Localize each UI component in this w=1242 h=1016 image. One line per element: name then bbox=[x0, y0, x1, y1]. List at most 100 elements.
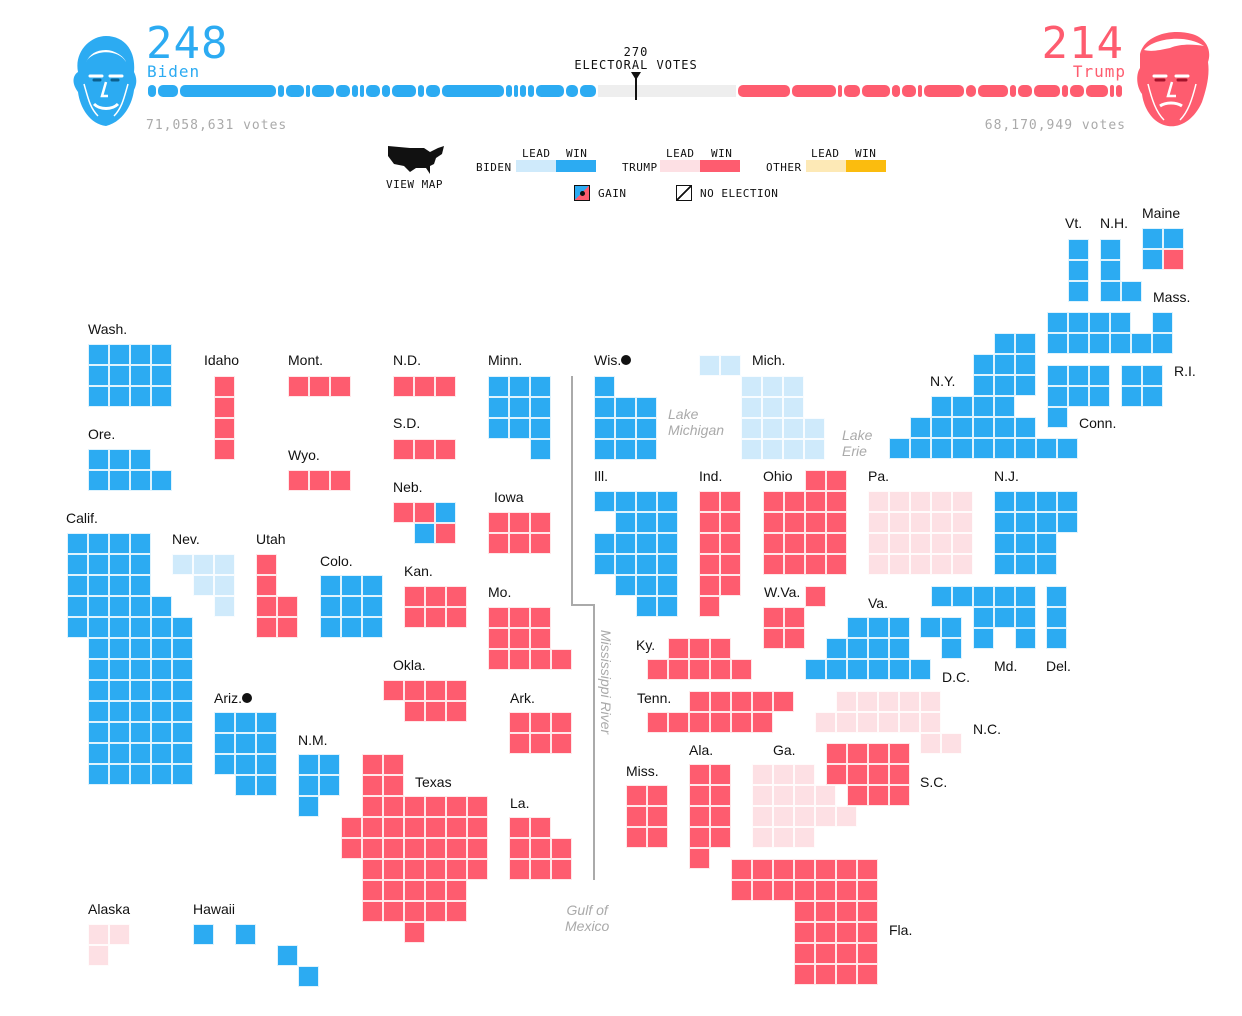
state-cell-fl[interactable] bbox=[731, 859, 752, 880]
state-cell-fl[interactable] bbox=[815, 859, 836, 880]
state-cell-mo[interactable] bbox=[509, 607, 530, 628]
state-cell-la[interactable] bbox=[530, 838, 551, 859]
state-cell-wi[interactable] bbox=[615, 397, 636, 418]
state-cell-la[interactable] bbox=[551, 859, 572, 880]
state-cell-ca[interactable] bbox=[109, 575, 130, 596]
state-cell-in[interactable] bbox=[699, 554, 720, 575]
state-cell-sd[interactable] bbox=[393, 439, 414, 460]
state-cell-sc[interactable] bbox=[889, 764, 910, 785]
state-cell-tx[interactable] bbox=[383, 775, 404, 796]
state-cell-fl[interactable] bbox=[752, 859, 773, 880]
state-cell-tn[interactable] bbox=[689, 712, 710, 733]
state-cell-hi[interactable] bbox=[277, 945, 298, 966]
state-cell-tx[interactable] bbox=[341, 817, 362, 838]
state-cell-pa[interactable] bbox=[910, 491, 931, 512]
state-cell-id[interactable] bbox=[214, 418, 235, 439]
state-cell-ca[interactable] bbox=[172, 743, 193, 764]
state-cell-co[interactable] bbox=[362, 575, 383, 596]
state-cell-ok[interactable] bbox=[425, 701, 446, 722]
state-cell-oh[interactable] bbox=[763, 533, 784, 554]
state-cell-mn[interactable] bbox=[530, 439, 551, 460]
state-cell-md[interactable] bbox=[931, 586, 952, 607]
state-cell-ny[interactable] bbox=[973, 375, 994, 396]
state-cell-al[interactable] bbox=[689, 806, 710, 827]
state-cell-or[interactable] bbox=[151, 470, 172, 491]
state-cell-wy[interactable] bbox=[330, 470, 351, 491]
state-cell-ga[interactable] bbox=[752, 827, 773, 848]
state-cell-al[interactable] bbox=[689, 764, 710, 785]
state-cell-fl[interactable] bbox=[794, 943, 815, 964]
state-cell-sd[interactable] bbox=[414, 439, 435, 460]
state-cell-ct[interactable] bbox=[1068, 365, 1089, 386]
state-cell-in[interactable] bbox=[699, 512, 720, 533]
state-cell-va[interactable] bbox=[889, 638, 910, 659]
state-cell-nh[interactable] bbox=[1100, 260, 1121, 281]
state-cell-ca[interactable] bbox=[151, 764, 172, 785]
state-cell-ca[interactable] bbox=[130, 554, 151, 575]
state-cell-fl[interactable] bbox=[794, 922, 815, 943]
state-cell-ia[interactable] bbox=[509, 533, 530, 554]
state-cell-va[interactable] bbox=[889, 659, 910, 680]
state-cell-az[interactable] bbox=[214, 712, 235, 733]
state-cell-nh[interactable] bbox=[1100, 239, 1121, 260]
state-cell-ia[interactable] bbox=[509, 512, 530, 533]
state-cell-tx[interactable] bbox=[404, 838, 425, 859]
state-cell-il[interactable] bbox=[615, 554, 636, 575]
state-cell-ca[interactable] bbox=[172, 617, 193, 638]
state-cell-ny[interactable] bbox=[952, 417, 973, 438]
state-cell-dc[interactable] bbox=[920, 617, 941, 638]
state-cell-id[interactable] bbox=[214, 397, 235, 418]
state-cell-ar[interactable] bbox=[551, 733, 572, 754]
state-cell-ny[interactable] bbox=[994, 333, 1015, 354]
state-cell-mi[interactable] bbox=[762, 418, 783, 439]
state-cell-ne[interactable] bbox=[393, 502, 414, 523]
state-cell-ca[interactable] bbox=[130, 743, 151, 764]
state-cell-ok[interactable] bbox=[383, 680, 404, 701]
state-cell-ri[interactable] bbox=[1142, 386, 1163, 407]
state-cell-il[interactable] bbox=[615, 575, 636, 596]
state-cell-ca[interactable] bbox=[109, 764, 130, 785]
state-cell-ks[interactable] bbox=[446, 586, 467, 607]
state-cell-tx[interactable] bbox=[383, 838, 404, 859]
state-cell-ca[interactable] bbox=[130, 575, 151, 596]
state-cell-oh[interactable] bbox=[805, 491, 826, 512]
state-cell-dc[interactable] bbox=[941, 638, 962, 659]
state-cell-mi[interactable] bbox=[804, 439, 825, 460]
state-cell-ca[interactable] bbox=[88, 722, 109, 743]
state-cell-ma[interactable] bbox=[1152, 312, 1173, 333]
state-cell-nv[interactable] bbox=[193, 575, 214, 596]
state-cell-oh[interactable] bbox=[826, 470, 847, 491]
state-cell-wa[interactable] bbox=[88, 344, 109, 365]
state-cell-ut[interactable] bbox=[277, 596, 298, 617]
state-cell-la[interactable] bbox=[509, 838, 530, 859]
state-cell-ca[interactable] bbox=[151, 722, 172, 743]
state-cell-wa[interactable] bbox=[151, 386, 172, 407]
state-cell-ny[interactable] bbox=[994, 354, 1015, 375]
state-cell-ga[interactable] bbox=[773, 785, 794, 806]
state-cell-tx[interactable] bbox=[425, 817, 446, 838]
state-cell-ca[interactable] bbox=[109, 533, 130, 554]
state-cell-oh[interactable] bbox=[826, 533, 847, 554]
state-cell-oh[interactable] bbox=[805, 554, 826, 575]
state-cell-ma[interactable] bbox=[1047, 333, 1068, 354]
state-cell-nj[interactable] bbox=[1015, 491, 1036, 512]
state-cell-va[interactable] bbox=[847, 617, 868, 638]
state-cell-ak[interactable] bbox=[88, 924, 109, 945]
state-cell-fl[interactable] bbox=[836, 922, 857, 943]
state-cell-sc[interactable] bbox=[826, 743, 847, 764]
state-cell-in[interactable] bbox=[720, 554, 741, 575]
state-cell-fl[interactable] bbox=[773, 880, 794, 901]
state-cell-ar[interactable] bbox=[509, 733, 530, 754]
state-cell-il[interactable] bbox=[594, 554, 615, 575]
state-cell-ut[interactable] bbox=[256, 575, 277, 596]
state-cell-ca[interactable] bbox=[130, 722, 151, 743]
state-cell-fl[interactable] bbox=[815, 922, 836, 943]
state-cell-sc[interactable] bbox=[847, 743, 868, 764]
state-cell-pa[interactable] bbox=[931, 512, 952, 533]
state-cell-nc[interactable] bbox=[815, 712, 836, 733]
state-cell-ca[interactable] bbox=[109, 617, 130, 638]
state-cell-ga[interactable] bbox=[752, 764, 773, 785]
state-cell-ks[interactable] bbox=[425, 607, 446, 628]
state-cell-ny[interactable] bbox=[1015, 333, 1036, 354]
state-cell-ny[interactable] bbox=[952, 438, 973, 459]
